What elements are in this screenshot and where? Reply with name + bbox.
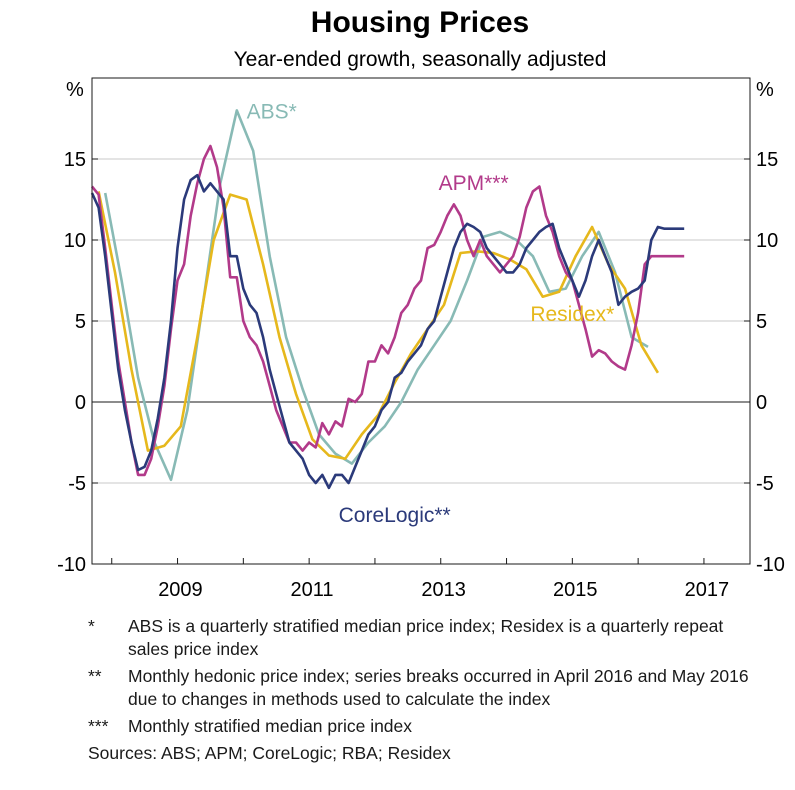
y-tick-label-left: 5: [75, 311, 86, 333]
x-tick-label: 2015: [553, 579, 598, 601]
chart-subtitle: Year-ended growth, seasonally adjusted: [234, 48, 607, 71]
y-tick-label-right: -5: [756, 473, 774, 495]
footnote-mark: **: [88, 666, 102, 686]
x-tick-label: 2017: [685, 579, 730, 601]
y-tick-label-right: 5: [756, 311, 767, 333]
y-tick-label-left: 0: [75, 392, 86, 414]
footnote-3: *** Monthly stratified median price inde…: [88, 715, 768, 738]
series-label-corelogic: CoreLogic**: [339, 504, 451, 527]
footnote-1: * ABS is a quarterly stratified median p…: [88, 615, 768, 661]
y-unit-right: %: [756, 79, 774, 101]
sources-line: Sources: ABS; APM; CoreLogic; RBA; Resid…: [88, 743, 451, 763]
footnote-text: Monthly stratified median price index: [128, 716, 413, 736]
x-tick-label: 2013: [421, 579, 466, 601]
plot-frame: [91, 77, 751, 565]
y-tick-label-right: 15: [756, 149, 778, 171]
y-tick-label-left: -10: [57, 554, 86, 576]
series-line-abs: [103, 109, 649, 482]
footnote-mark: ***: [88, 716, 109, 736]
y-tick-label-left: 15: [64, 149, 86, 171]
series-line-corelogic: [90, 173, 685, 490]
x-tick-label: 2011: [291, 579, 334, 601]
series-label-abs: ABS*: [247, 101, 297, 124]
chart-title: Housing Prices: [311, 6, 529, 39]
y-tick-label-right: 0: [756, 392, 767, 414]
series-lines: [90, 109, 685, 490]
axis-ticks: -10 -10 -5 -5 0 0 5 5 10 10 15 15 2009 2011 2013 2015 20…: [57, 149, 785, 601]
series-labels: ABS* Residex* APM*** CoreLogic**: [247, 101, 615, 527]
footnote-mark: *: [88, 616, 95, 636]
footnote-2: ** Monthly hedonic price index; series b…: [88, 665, 768, 711]
series-label-apm: APM***: [439, 172, 509, 195]
footnote-text: Monthly hedonic price index; series brea…: [128, 666, 749, 709]
y-unit-left: %: [66, 79, 84, 101]
y-tick-label-left: -5: [68, 473, 86, 495]
series-label-residex: Residex*: [530, 303, 614, 326]
series-line-apm: [90, 144, 685, 477]
x-tick-label: 2009: [158, 579, 203, 601]
y-tick-label-left: 10: [64, 230, 86, 252]
y-tick-label-right: 10: [756, 230, 778, 252]
footnotes: * ABS is a quarterly stratified median p…: [88, 615, 768, 765]
footnote-text: ABS is a quarterly stratified median pri…: [128, 616, 724, 659]
y-tick-label-right: -10: [756, 554, 785, 576]
